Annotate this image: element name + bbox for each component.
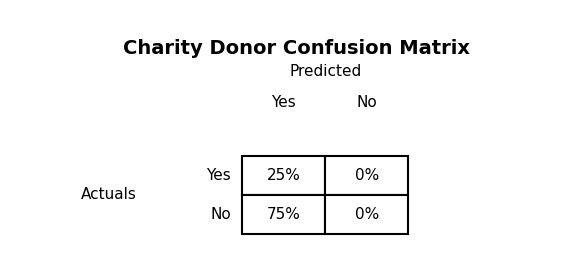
Text: Actuals: Actuals <box>81 188 137 202</box>
Bar <box>325 195 408 234</box>
Text: No: No <box>357 95 377 110</box>
Bar <box>243 195 325 234</box>
Text: No: No <box>210 207 231 222</box>
Text: Predicted: Predicted <box>289 64 361 79</box>
Text: 0%: 0% <box>355 207 379 222</box>
Text: 25%: 25% <box>267 168 301 183</box>
Text: 0%: 0% <box>355 168 379 183</box>
Bar <box>243 156 325 195</box>
Bar <box>325 156 408 195</box>
Text: 75%: 75% <box>267 207 301 222</box>
Text: Yes: Yes <box>206 168 231 183</box>
Text: Charity Donor Confusion Matrix: Charity Donor Confusion Matrix <box>123 39 470 58</box>
Text: Yes: Yes <box>272 95 297 110</box>
